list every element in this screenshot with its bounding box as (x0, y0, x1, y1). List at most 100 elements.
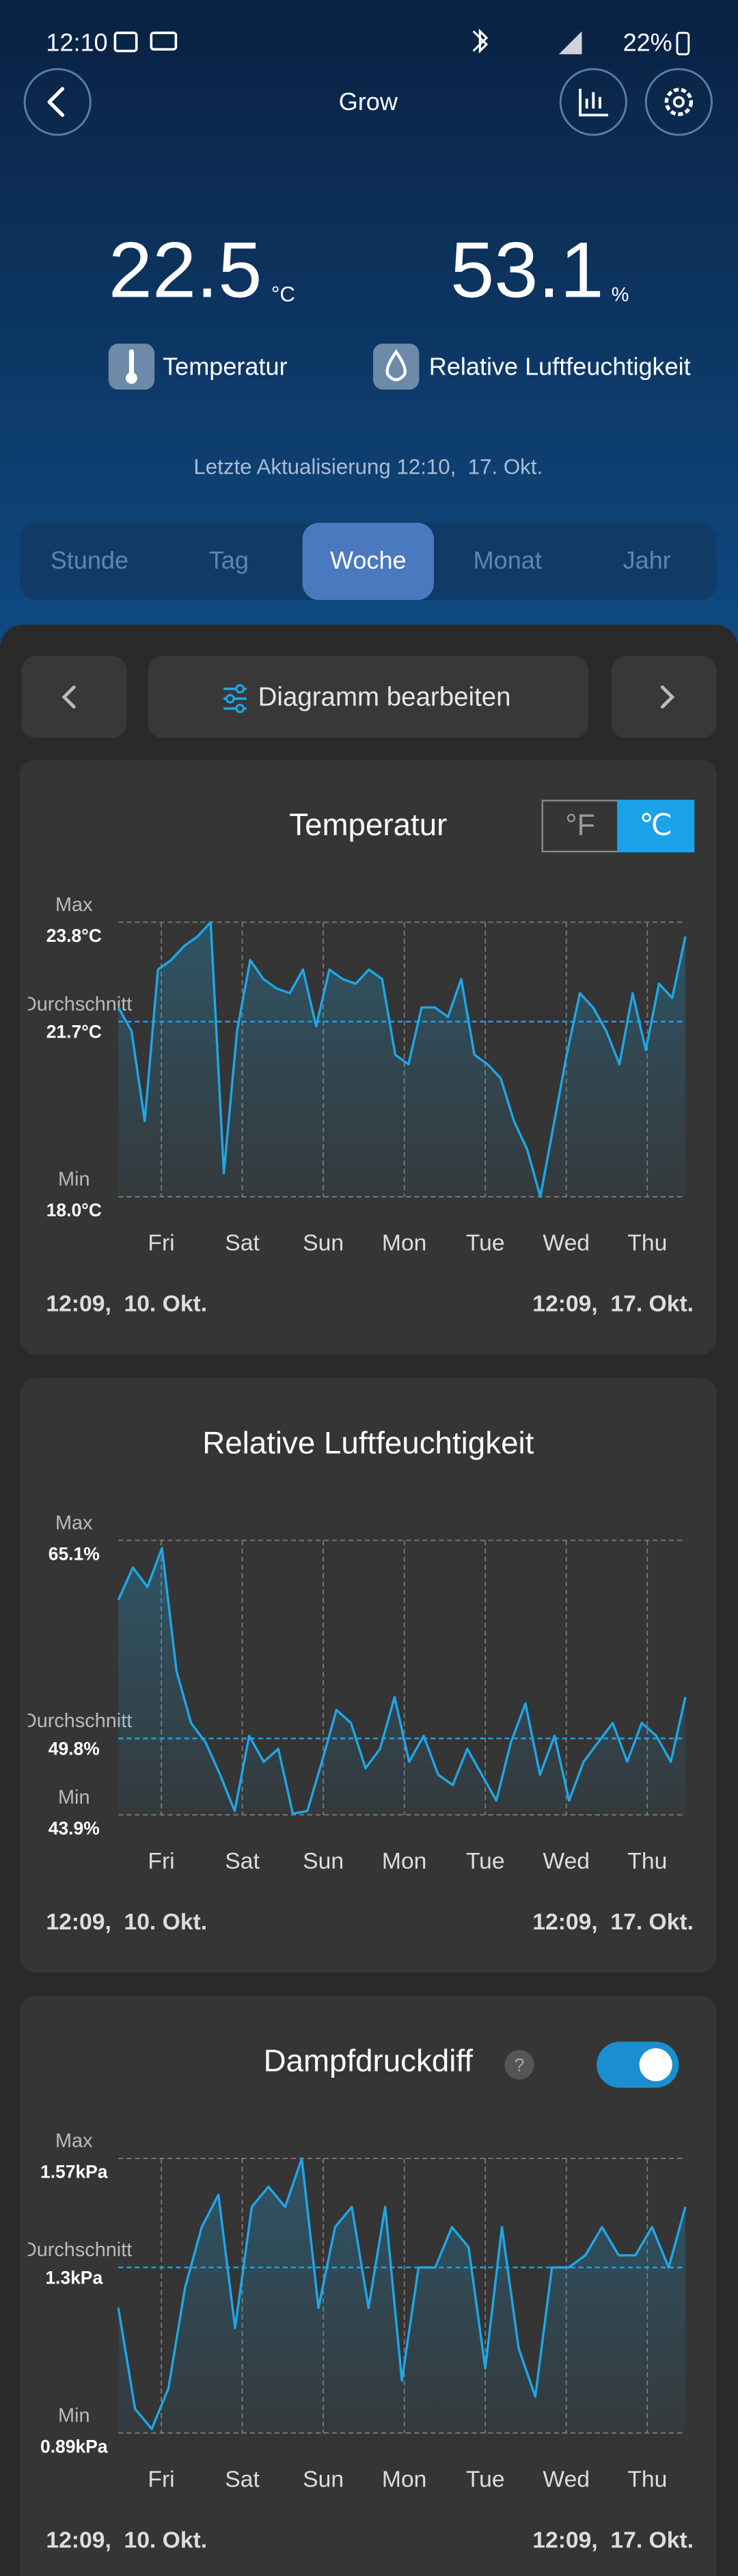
x-tick-label: Tue (466, 2467, 505, 2492)
bluetooth-icon (472, 28, 489, 54)
x-tick-label: Sat (225, 2467, 260, 2492)
help-label: ? (515, 2055, 525, 2075)
help-icon[interactable] (504, 2050, 534, 2080)
edit-chart-button[interactable] (148, 655, 589, 738)
y-tick-title: Max (55, 2130, 93, 2152)
y-labels: Min 0.89kPa Max 1.57kPa Durchschnitt 1.3kPa (23, 2130, 132, 2457)
page-title: Grow (339, 87, 398, 116)
y-tick-label: 1.57kPa (40, 2162, 108, 2182)
battery-icon (676, 31, 690, 55)
x-start-label: 12:09, 10. Okt. (46, 2527, 207, 2553)
card-background (19, 1377, 717, 1973)
chart-card: Temperatur °F ℃ Min 18.0°C Max 23.8°C Durchschn… (19, 759, 717, 1355)
next-button[interactable] (611, 655, 717, 738)
x-tick-label: Thu (627, 1849, 667, 1874)
average-title: Durchschnitt (23, 993, 132, 1015)
temperature-value: 22.5 (109, 226, 262, 314)
x-tick-label: Wed (543, 1231, 590, 1256)
tab-label[interactable]: Tag (209, 546, 249, 574)
stats-button[interactable] (559, 68, 627, 136)
y-tick-title: Max (55, 894, 93, 916)
line (117, 2157, 687, 2430)
temperature-unit: °C (271, 282, 295, 306)
x-end-label: 12:09, 17. Okt. (532, 1292, 694, 1317)
y-tick-title: Min (58, 1787, 90, 1808)
x-tick-label: Tue (466, 1849, 505, 1874)
tab-label[interactable]: Monat (474, 546, 542, 574)
y-tick-label: 65.1% (49, 1543, 100, 1564)
x-tick-label: Sun (303, 1231, 344, 1256)
y-tick-title: Min (58, 2404, 90, 2426)
line (117, 1547, 687, 1815)
x-tick-label: Thu (627, 2467, 667, 2492)
humidity-icon (385, 349, 407, 381)
y-labels: Min 18.0°C Max 23.8°C Durchschnitt 21.7°C (23, 894, 132, 1221)
chart-title: Dampfdruckdiff (264, 2044, 474, 2078)
status-icon (113, 31, 138, 53)
x-tick-label: Tue (466, 1231, 505, 1256)
tab-label[interactable]: Stunde (51, 546, 128, 574)
x-tick-label: Sat (225, 1849, 260, 1874)
average-label: 21.7°C (46, 1022, 102, 1042)
chart-card: Dampfdruckdiff ? Min 0.89kPa Max 1.57kPa Durch… (19, 1995, 717, 2576)
x-tick-label: Wed (543, 2467, 590, 2492)
back-icon (47, 87, 65, 118)
charts: Temperatur °F ℃ Min 18.0°C Max 23.8°C Durchschn… (19, 759, 717, 2576)
humidity-unit: % (612, 284, 629, 306)
x-tick-label: Mon (382, 2467, 426, 2492)
y-labels: Min 43.9% Max 65.1% Durchschnitt 49.8% (23, 1512, 132, 1839)
y-tick-label: 18.0°C (46, 1200, 102, 1221)
previous-icon (62, 685, 76, 709)
edit-icon (235, 683, 245, 694)
back-button[interactable] (23, 68, 92, 136)
battery-level: 22% (623, 28, 672, 56)
tab-selected[interactable] (302, 522, 435, 600)
y-tick-label: 43.9% (49, 1818, 100, 1839)
unit-option-label[interactable]: °F (565, 809, 595, 841)
status-time: 12:10 (46, 28, 107, 56)
x-start-label: 12:09, 10. Okt. (46, 1292, 207, 1317)
x-tick-label: Fri (148, 2467, 174, 2492)
temperature-label: Temperatur (163, 352, 287, 380)
x-tick-label: Sun (303, 2467, 344, 2492)
settings-icon (664, 87, 694, 116)
edit-icon (235, 703, 245, 714)
tab-label[interactable]: Woche (330, 546, 407, 574)
x-tick-label: Fri (148, 1231, 174, 1256)
last-update: Letzte Aktualisierung 12:10, 17. Okt. (193, 455, 543, 479)
edit-chart-label: Diagramm bearbeiten (258, 682, 511, 711)
humidity-icon (373, 343, 420, 390)
x-tick-label: Fri (148, 1849, 174, 1874)
x-tick-label: Thu (627, 1231, 667, 1256)
x-tick-label: Mon (382, 1231, 426, 1256)
chart-title: Temperatur (289, 807, 447, 842)
average-label: 1.3kPa (45, 2267, 102, 2288)
tab-label[interactable]: Jahr (623, 546, 671, 574)
area (118, 1548, 686, 1815)
x-start-label: 12:09, 10. Okt. (46, 1910, 207, 1935)
stats-icon (579, 88, 608, 117)
chart-card: Relative Luftfeuchtigkeit Min 43.9% Max 65.1… (19, 1377, 717, 1973)
x-tick-label: Wed (543, 1849, 590, 1874)
unit-option-label[interactable]: ℃ (639, 809, 672, 841)
status-icon (150, 31, 178, 51)
x-end-label: 12:09, 17. Okt. (532, 2527, 694, 2553)
next-icon (660, 685, 675, 709)
humidity-label: Relative Luftfeuchtigkeit (429, 352, 691, 380)
humidity-value: 53.1 (450, 226, 604, 314)
edit-icon (225, 694, 235, 704)
y-tick-title: Min (58, 1169, 90, 1191)
area (118, 2158, 686, 2433)
line (117, 921, 687, 1198)
y-tick-label: 23.8°C (46, 925, 102, 946)
settings-icon (672, 96, 685, 108)
average-title: Durchschnitt (23, 2239, 132, 2261)
x-tick-label: Mon (382, 1849, 426, 1874)
x-tick-label: Sun (303, 1849, 344, 1874)
previous-button[interactable] (21, 655, 127, 738)
unit-option[interactable] (617, 800, 695, 853)
average-label: 49.8% (49, 1738, 100, 1759)
average-title: Durchschnitt (23, 1710, 132, 1732)
settings-button[interactable] (644, 68, 713, 136)
